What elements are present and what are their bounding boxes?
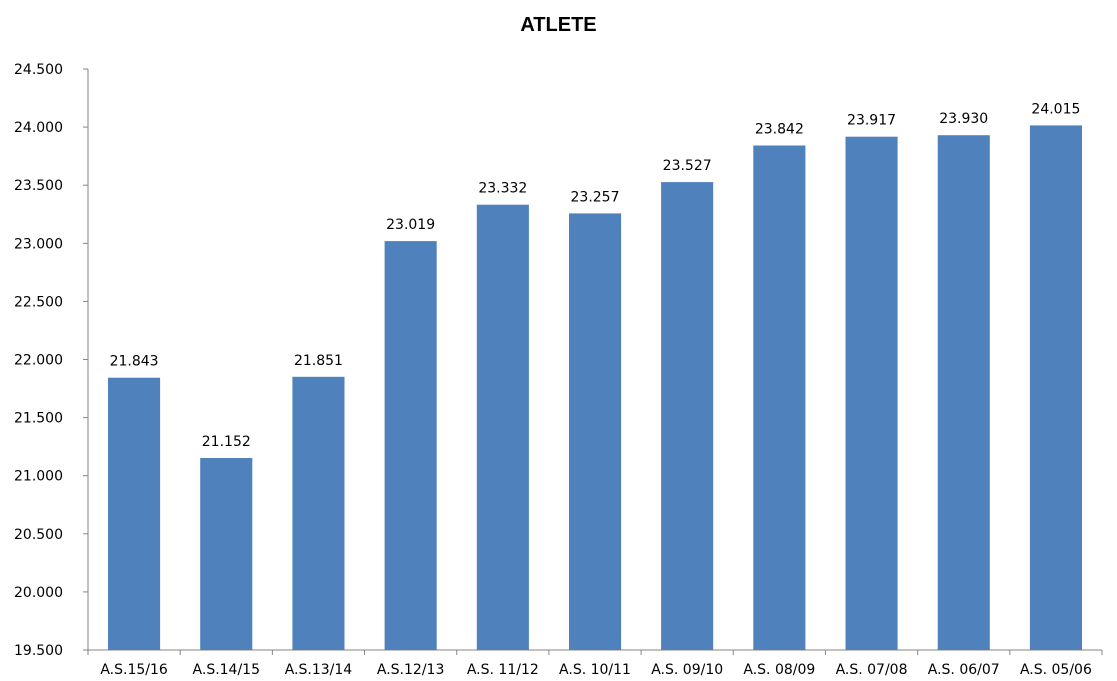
x-tick-label: A.S. 11/12 [467, 662, 539, 678]
bar [753, 145, 806, 650]
x-tick-label: A.S.14/15 [193, 662, 260, 678]
bar [200, 458, 253, 650]
data-label: 23.527 [663, 158, 712, 174]
bar [476, 204, 529, 650]
x-tick-label: A.S. 07/08 [836, 662, 908, 678]
x-tick-label: A.S.15/16 [100, 662, 168, 678]
y-tick-label: 23.500 [14, 178, 63, 194]
bar [384, 241, 437, 650]
data-label: 23.257 [571, 189, 620, 205]
data-label: 23.842 [755, 121, 804, 137]
y-tick-label: 24.500 [14, 62, 63, 78]
x-tick-label: A.S. 05/06 [1020, 662, 1092, 678]
bar [108, 377, 161, 650]
y-tick-label: 21.000 [14, 469, 63, 485]
data-label: 23.917 [847, 113, 896, 129]
bar [845, 136, 898, 650]
y-tick-label: 24.000 [14, 120, 63, 136]
data-label: 23.930 [939, 111, 988, 127]
y-tick-label: 21.500 [14, 411, 63, 427]
bar [661, 182, 714, 650]
x-tick-label: A.S. 08/09 [743, 662, 815, 678]
data-label: 24.015 [1031, 101, 1080, 117]
data-label: 23.332 [478, 181, 527, 197]
x-tick-label: A.S.12/13 [377, 662, 444, 678]
chart-title: ATLETE [520, 14, 597, 36]
bar [937, 135, 990, 650]
x-tick-label: A.S. 10/11 [559, 662, 631, 678]
y-tick-label: 19.500 [14, 643, 63, 659]
data-label: 23.019 [386, 217, 435, 233]
data-label: 21.851 [294, 353, 343, 369]
y-tick-label: 22.000 [14, 353, 63, 369]
y-tick-label: 20.000 [14, 585, 63, 601]
x-tick-label: A.S. 09/10 [651, 662, 723, 678]
x-tick-label: A.S.13/14 [285, 662, 353, 678]
x-tick-label: A.S. 06/07 [928, 662, 1000, 678]
bar [292, 376, 345, 650]
y-tick-label: 20.500 [14, 527, 63, 543]
y-tick-label: 22.500 [14, 294, 63, 310]
bar [1029, 125, 1082, 650]
y-tick-label: 23.000 [14, 236, 63, 252]
data-label: 21.843 [110, 354, 159, 370]
data-label: 21.152 [202, 434, 251, 450]
bar [569, 213, 622, 650]
